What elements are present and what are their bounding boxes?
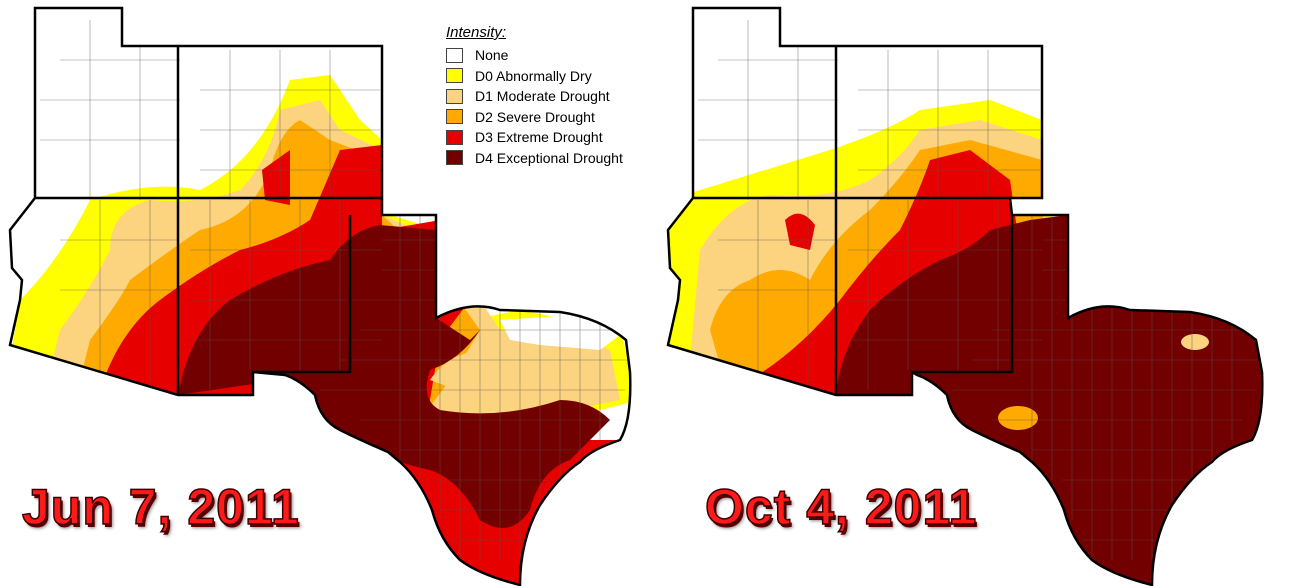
legend-label: D1 Moderate Drought xyxy=(475,88,610,105)
legend-swatch xyxy=(446,129,463,145)
d3-zone-colorado xyxy=(262,150,290,205)
legend-label: D0 Abnormally Dry xyxy=(475,67,592,84)
d3-zone-arizona xyxy=(785,213,815,250)
legend-swatch xyxy=(446,150,463,166)
d2-patch-central-tx xyxy=(998,406,1038,430)
legend-label: None xyxy=(475,47,509,64)
drought-map-oct-4-2011 xyxy=(650,0,1307,586)
legend-entry: D2 Severe Drought xyxy=(446,107,656,128)
legend-entry: None xyxy=(446,45,656,66)
legend-entry: D0 Abnormally Dry xyxy=(446,66,656,87)
legend-label: D2 Severe Drought xyxy=(475,108,595,125)
legend-entry: D1 Moderate Drought xyxy=(446,86,656,107)
state-borders xyxy=(8,6,632,586)
map-jun-7-2011-graphic xyxy=(8,6,632,586)
legend-label: D4 Exceptional Drought xyxy=(475,149,623,166)
legend-entry: D4 Exceptional Drought xyxy=(446,148,656,169)
drought-map-jun-7-2011 xyxy=(8,6,632,586)
legend-entry: D3 Extreme Drought xyxy=(446,127,656,148)
map-oct-4-2011-graphic xyxy=(666,6,1264,586)
legend-swatch xyxy=(446,68,463,84)
legend-swatch xyxy=(446,109,463,125)
date-label-left: Jun 7, 2011 xyxy=(21,478,300,536)
d4-zone xyxy=(178,225,610,528)
date-label-right: Oct 4, 2011 xyxy=(704,478,978,536)
state-borders xyxy=(666,6,1264,586)
intensity-legend: Intensity: None D0 Abnormally Dry D1 Moder… xyxy=(446,24,656,168)
legend-swatch xyxy=(446,47,463,63)
d1-patch-east-tx xyxy=(1181,334,1209,350)
legend-label: D3 Extreme Drought xyxy=(475,129,603,146)
legend-title: Intensity: xyxy=(446,24,507,41)
legend-entries: None D0 Abnormally Dry D1 Moderate Drought… xyxy=(446,45,656,168)
legend-swatch xyxy=(446,88,463,104)
